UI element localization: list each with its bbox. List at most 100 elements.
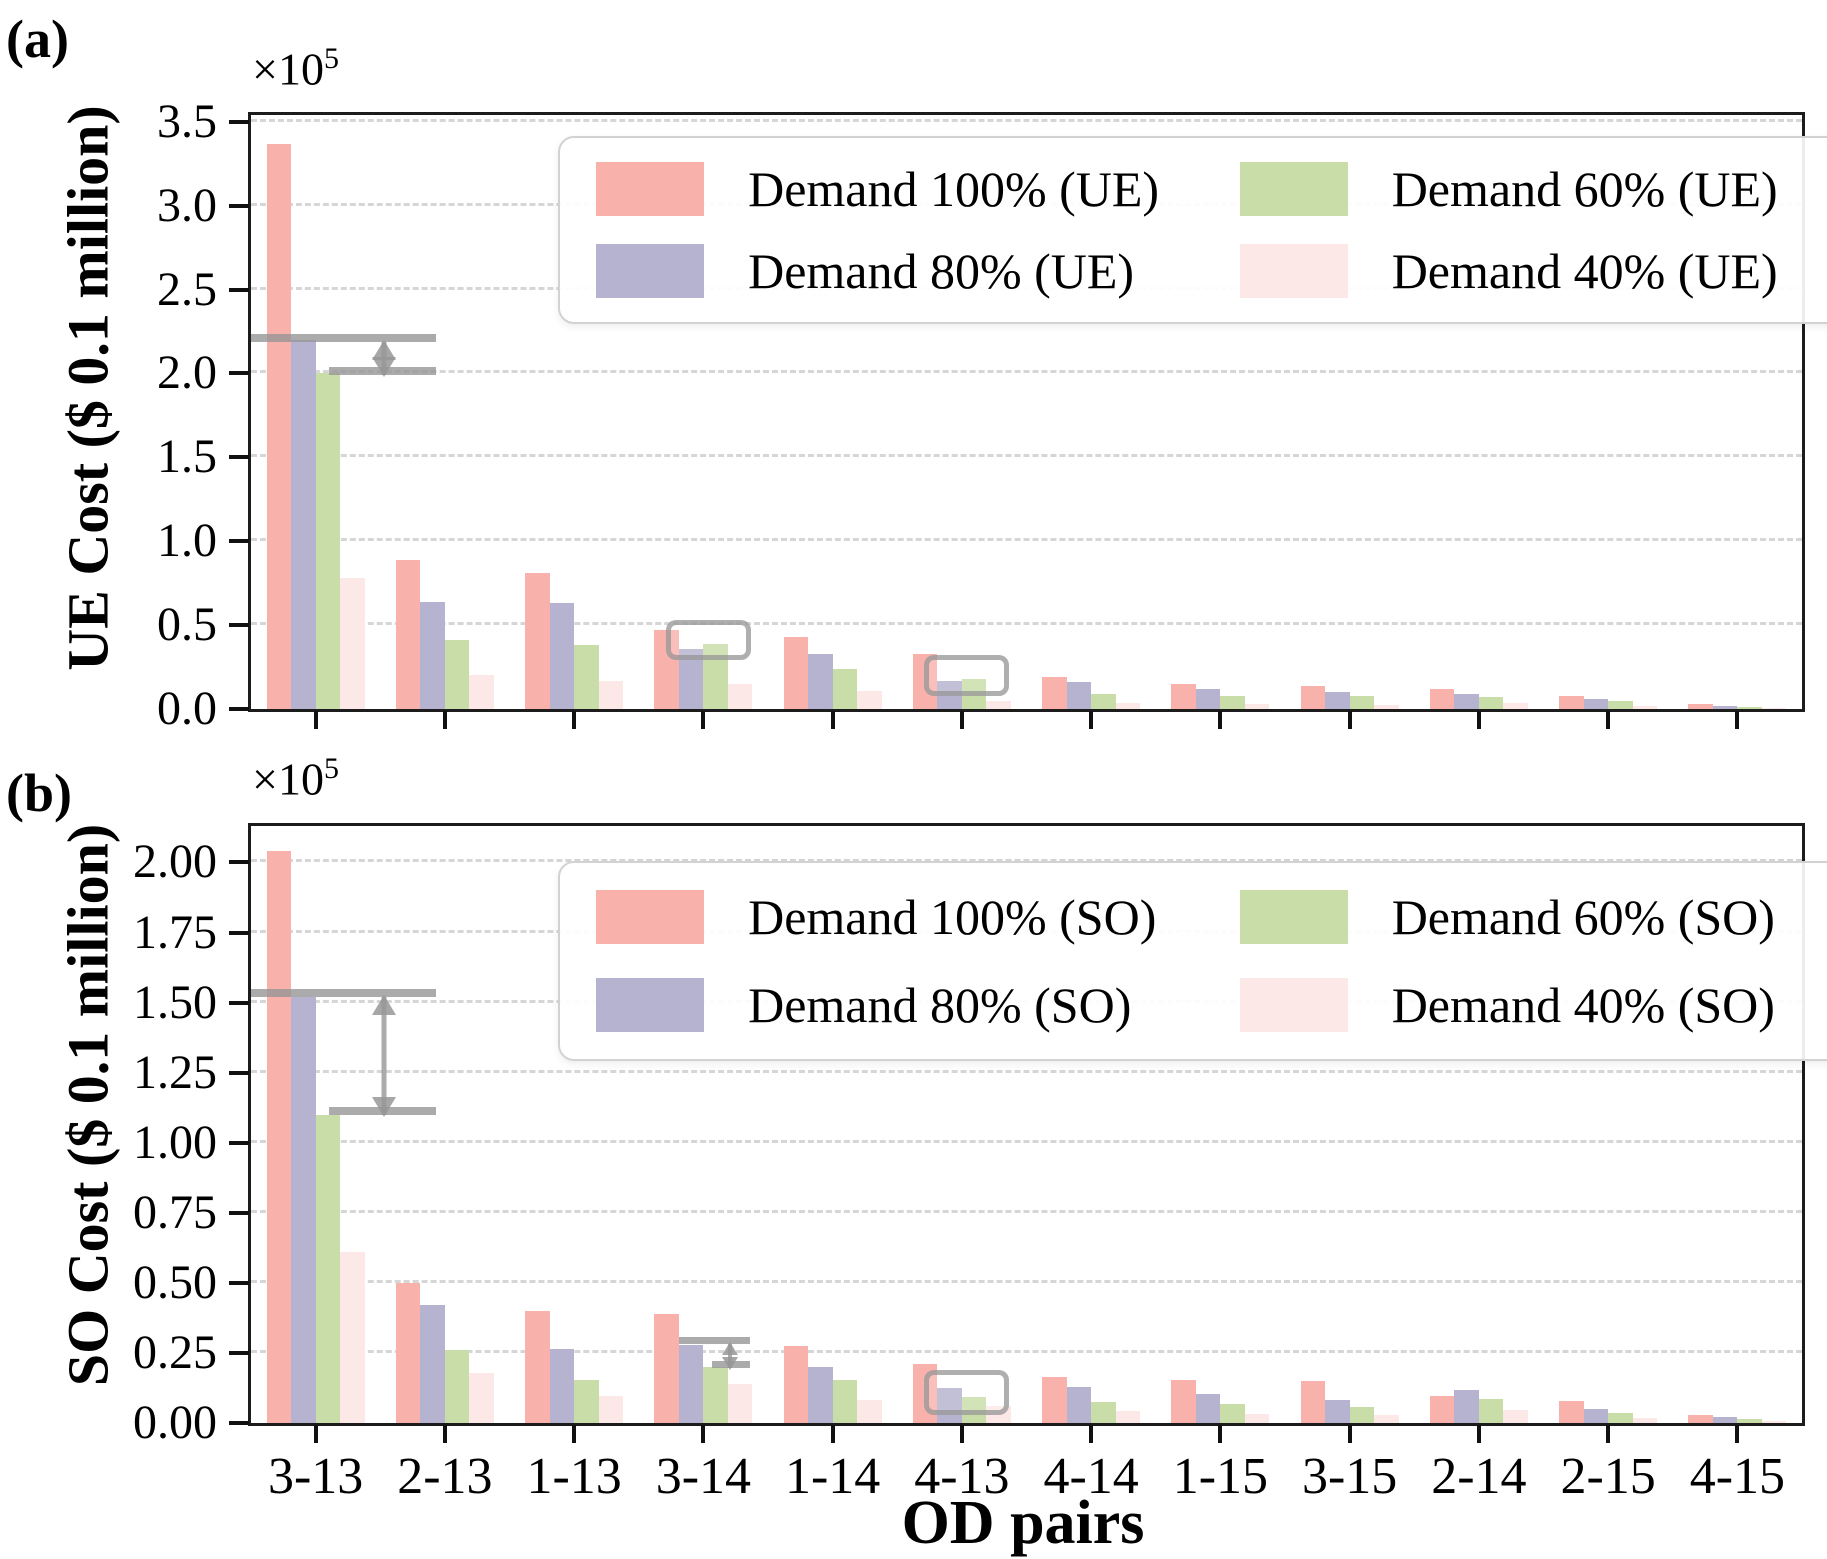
legend-swatch-icon xyxy=(1239,243,1348,298)
gridline xyxy=(251,454,1802,458)
x-tick-label-4-14: 4-14 xyxy=(1043,1448,1139,1505)
gridline xyxy=(251,1209,1802,1213)
bracket-top-line xyxy=(251,988,436,997)
y-tick-mark xyxy=(229,371,249,376)
bar-demand_100-2-15 xyxy=(1559,695,1584,709)
x-tick-label-2-15: 2-15 xyxy=(1560,1448,1656,1505)
x-tick-mark xyxy=(830,1425,835,1443)
gridline xyxy=(251,538,1802,542)
offset-base-a: ×10 xyxy=(252,43,324,95)
y-tick-mark xyxy=(229,860,249,865)
bar-demand_100-4-14 xyxy=(1042,677,1067,709)
bar-demand_40-1-13 xyxy=(598,680,624,709)
legend: Demand 100% (UE) Demand 80% (UE) Demand … xyxy=(558,136,1827,324)
bar-demand_60-2-13 xyxy=(444,1350,470,1423)
y-tick-mark xyxy=(229,1070,249,1075)
bar-demand_40-4-15 xyxy=(1761,708,1787,709)
bar-demand_40-1-13 xyxy=(598,1395,624,1423)
gridline xyxy=(251,1349,1802,1353)
y-tick-label: 0.50 xyxy=(133,1255,217,1309)
bar-group-2-14 xyxy=(1414,826,1543,1423)
y-tick-mark xyxy=(229,1421,249,1425)
y-tick-label: 1.5 xyxy=(157,430,217,484)
x-tick-mark xyxy=(1347,1425,1352,1443)
highlight-box-annotation xyxy=(665,620,751,661)
double-arrow-icon xyxy=(371,995,396,1117)
x-tick-mark xyxy=(1476,1425,1481,1443)
bar-demand_100-3-13 xyxy=(266,851,292,1423)
x-tick-mark xyxy=(313,1425,318,1443)
legend-label: Demand 100% (UE) xyxy=(748,161,1160,218)
y-tick-mark xyxy=(229,119,249,124)
x-tick-label-4-13: 4-13 xyxy=(914,1448,1010,1505)
bar-group-2-14 xyxy=(1414,115,1543,709)
bar-demand_80-2-15 xyxy=(1583,1408,1609,1423)
legend-swatch-icon xyxy=(596,243,705,298)
y-tick-mark xyxy=(229,203,249,208)
legend-item-demand_80: Demand 80% (UE) xyxy=(596,242,1200,300)
bar-demand_40-2-14 xyxy=(1503,703,1528,709)
y-axis-title-ue: UE Cost ($ 0.1 million) xyxy=(55,105,121,671)
bar-demand_40-3-15 xyxy=(1374,704,1399,709)
y-tick-mark xyxy=(229,1140,249,1145)
bar-demand_80-3-13 xyxy=(291,996,316,1423)
legend-label: Demand 40% (SO) xyxy=(1391,976,1775,1033)
y-tick-label: 1.75 xyxy=(133,905,217,959)
bar-demand_100-1-15 xyxy=(1171,683,1196,709)
x-tick-mark xyxy=(830,711,835,729)
x-tick-label-4-15: 4-15 xyxy=(1689,1448,1786,1505)
bar-group-3-15 xyxy=(1285,115,1414,709)
y-tick-mark xyxy=(229,539,249,544)
bar-group-4-14 xyxy=(1027,826,1156,1423)
bar-demand_80-2-14 xyxy=(1454,1389,1479,1423)
bar-group-4-15 xyxy=(1673,115,1802,709)
legend-swatch-icon xyxy=(596,889,705,944)
bar-demand_60-1-14 xyxy=(832,1379,858,1423)
bar-demand_60-2-15 xyxy=(1608,1413,1633,1423)
y-tick-label: 0.0 xyxy=(157,682,217,735)
bar-demand_80-3-13 xyxy=(291,339,316,709)
panel-a-letter: (a) xyxy=(6,9,69,69)
gridline xyxy=(251,622,1802,626)
x-tick-mark xyxy=(572,711,577,729)
bar-demand_100-4-15 xyxy=(1688,1415,1713,1423)
x-tick-mark xyxy=(1735,1425,1740,1443)
x-tick-mark xyxy=(442,711,447,729)
arrow-head-up-icon xyxy=(371,339,396,360)
bar-demand_60-4-15 xyxy=(1737,1419,1762,1423)
x-tick-mark xyxy=(1606,711,1611,729)
bar-demand_40-1-14 xyxy=(857,690,882,709)
bar-demand_80-1-13 xyxy=(549,603,575,709)
bar-demand_60-2-15 xyxy=(1608,700,1633,709)
bar-demand_40-4-15 xyxy=(1761,1420,1787,1423)
bar-group-4-15 xyxy=(1673,826,1802,1423)
y-tick-mark xyxy=(229,1280,249,1285)
bar-demand_60-3-15 xyxy=(1349,695,1375,709)
arrow-head-down-icon xyxy=(722,1357,739,1371)
bar-demand_80-1-14 xyxy=(808,1366,833,1423)
bar-demand_40-2-15 xyxy=(1632,705,1658,709)
bar-demand_40-3-14 xyxy=(727,1383,753,1423)
bar-demand_40-3-13 xyxy=(340,1252,365,1423)
legend-label: Demand 60% (SO) xyxy=(1391,888,1775,945)
bar-group-4-14 xyxy=(1027,115,1156,709)
y-tick-mark xyxy=(229,930,249,935)
bar-demand_80-2-15 xyxy=(1583,698,1609,709)
x-tick-label-3-13: 3-13 xyxy=(267,1448,364,1505)
y-tick-label: 3.5 xyxy=(157,94,217,148)
x-tick-mark xyxy=(959,1425,964,1443)
bar-demand_40-1-15 xyxy=(1244,703,1270,709)
x-tick-mark xyxy=(959,711,964,729)
bar-demand_80-3-15 xyxy=(1325,1399,1350,1423)
arrow-stem xyxy=(381,997,387,1115)
bar-demand_80-1-15 xyxy=(1195,688,1221,709)
x-tick-mark xyxy=(572,1425,577,1443)
bar-group-3-13 xyxy=(251,115,380,709)
x-tick-label-1-15: 1-15 xyxy=(1172,1448,1269,1505)
bar-demand_100-2-15 xyxy=(1559,1401,1584,1423)
bar-demand_80-4-14 xyxy=(1066,682,1092,709)
bar-group-3-13 xyxy=(251,826,380,1423)
arrow-head-down-icon xyxy=(371,357,396,378)
y-tick-mark xyxy=(229,1000,249,1005)
